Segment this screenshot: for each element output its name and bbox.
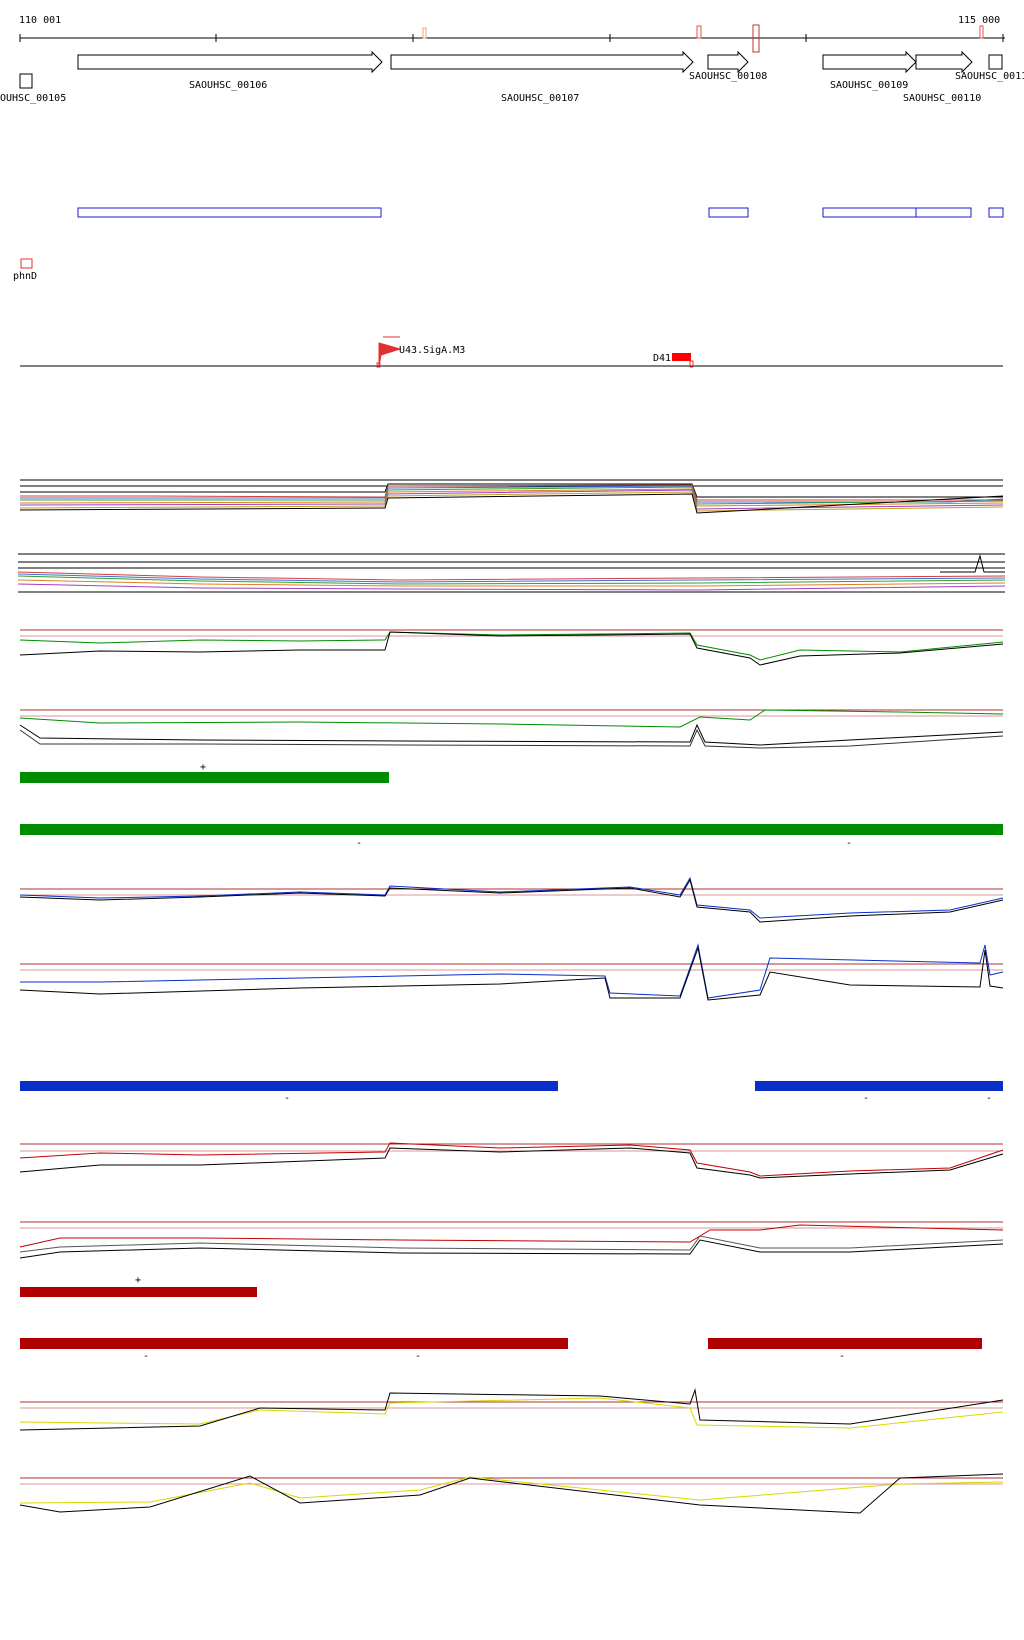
strand-mark: - bbox=[986, 1093, 992, 1104]
expression-track-multi-2 bbox=[17, 553, 1006, 593]
condition-bar[interactable] bbox=[20, 1081, 558, 1091]
blue-condition-bars: - - - bbox=[20, 1081, 1003, 1104]
condition-bar[interactable] bbox=[20, 1287, 257, 1297]
green-condition-bars: + - - bbox=[20, 762, 1003, 849]
gene-SAOUHSC-00106[interactable]: SAOUHSC_00106 bbox=[77, 50, 383, 91]
expression-track-multi-1 bbox=[19, 479, 1004, 514]
condition-bar[interactable] bbox=[20, 772, 389, 783]
promoter-U43-SigA-M3[interactable]: U43.SigA.M3 bbox=[376, 336, 465, 368]
green-signal-track-2 bbox=[19, 709, 1004, 749]
strand-mark: - bbox=[863, 1093, 869, 1104]
green-signal-track-1 bbox=[19, 629, 1004, 666]
strand-mark: - bbox=[846, 838, 852, 849]
promoter-label: D41 bbox=[653, 353, 671, 364]
annotation-phnD[interactable]: phnD bbox=[13, 258, 37, 282]
gene-SAOUHSC-00111[interactable]: SAOUHSC_0011 bbox=[955, 54, 1024, 82]
gene-label: SAOUHSC_00106 bbox=[189, 80, 267, 91]
gene-label: SAOUHSC_0011 bbox=[955, 71, 1024, 82]
promoter-D41[interactable]: D41 bbox=[653, 353, 694, 368]
ruler-start-label: 110 001 bbox=[19, 15, 61, 26]
cds-box[interactable] bbox=[77, 207, 382, 218]
strand-mark: - bbox=[415, 1351, 421, 1362]
annotation-label: phnD bbox=[13, 271, 37, 282]
gene-track: OUHSC_00105 SAOUHSC_00106 SAOUHSC_00107 … bbox=[0, 50, 1024, 104]
strand-mark: + bbox=[200, 762, 206, 773]
gene-label: SAOUHSC_00107 bbox=[501, 93, 579, 104]
gene-SAOUHSC-00110[interactable]: SAOUHSC_00110 bbox=[903, 50, 981, 104]
gene-label: OUHSC_00105 bbox=[0, 93, 66, 104]
strand-mark: - bbox=[839, 1351, 845, 1362]
cds-box[interactable] bbox=[822, 207, 917, 218]
gene-label: SAOUHSC_00108 bbox=[689, 71, 767, 82]
cds-box[interactable] bbox=[988, 207, 1004, 218]
gene-SAOUHSC-00109[interactable]: SAOUHSC_00109 bbox=[822, 50, 917, 91]
blue-signal-track-2 bbox=[19, 943, 1004, 1001]
ruler-ticks bbox=[19, 34, 1004, 42]
promoter-label: U43.SigA.M3 bbox=[399, 345, 465, 356]
red-signal-track-2 bbox=[19, 1221, 1004, 1259]
cds-track bbox=[77, 207, 1004, 218]
gene-SAOUHSC-00107[interactable]: SAOUHSC_00107 bbox=[390, 50, 694, 104]
yellow-signal-track-1 bbox=[19, 1388, 1004, 1431]
cds-box[interactable] bbox=[708, 207, 749, 218]
strand-mark: - bbox=[356, 838, 362, 849]
gene-label: SAOUHSC_00110 bbox=[903, 93, 981, 104]
ruler-markers bbox=[422, 24, 984, 53]
strand-mark: - bbox=[284, 1093, 290, 1104]
condition-bar[interactable] bbox=[20, 824, 1003, 835]
gene-label: SAOUHSC_00109 bbox=[830, 80, 908, 91]
cds-box[interactable] bbox=[915, 207, 972, 218]
strand-mark: + bbox=[135, 1275, 141, 1286]
red-condition-bars: + - - - bbox=[20, 1275, 982, 1362]
condition-bar[interactable] bbox=[755, 1081, 1003, 1091]
promoter-track: U43.SigA.M3 D41 bbox=[20, 336, 1003, 368]
red-signal-track-1 bbox=[19, 1142, 1004, 1179]
condition-bar[interactable] bbox=[20, 1338, 568, 1349]
blue-signal-track-1 bbox=[19, 876, 1004, 923]
coordinate-ruler: 110 001 115 000 bbox=[19, 15, 1005, 53]
condition-bar[interactable] bbox=[708, 1338, 982, 1349]
ruler-end-label: 115 000 bbox=[958, 15, 1000, 26]
strand-mark: - bbox=[143, 1351, 149, 1362]
gene-SAOUHSC-00108[interactable]: SAOUHSC_00108 bbox=[689, 50, 767, 82]
gene-SAOUHSC-00105[interactable]: OUHSC_00105 bbox=[0, 73, 66, 104]
yellow-signal-track-2 bbox=[19, 1473, 1004, 1514]
